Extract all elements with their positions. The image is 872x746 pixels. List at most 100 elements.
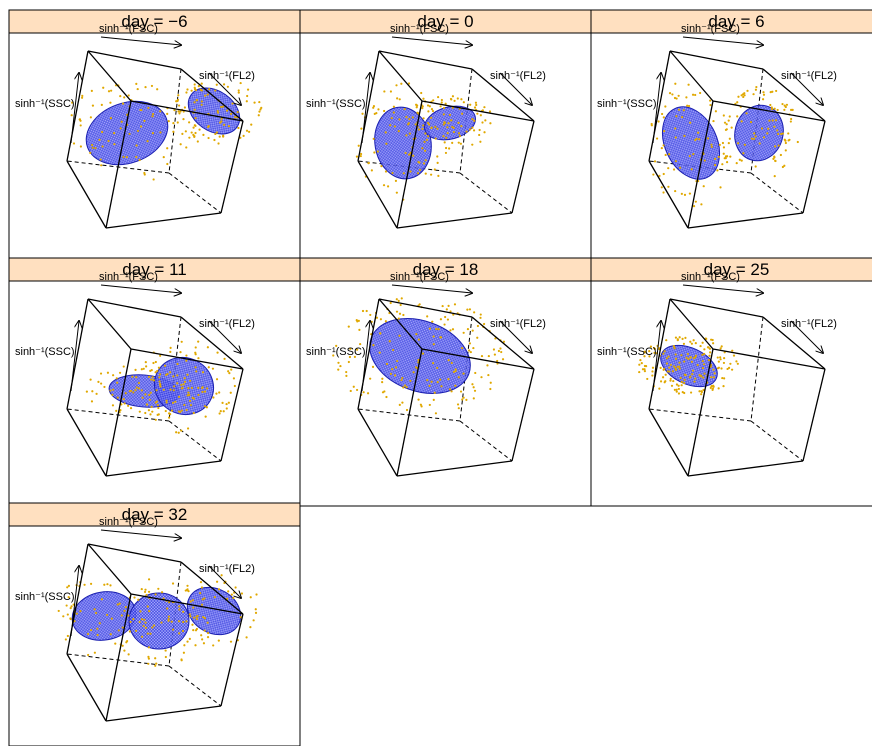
point bbox=[663, 367, 666, 370]
point bbox=[430, 380, 433, 383]
point bbox=[118, 371, 122, 374]
point bbox=[177, 395, 181, 398]
point bbox=[260, 106, 263, 110]
point bbox=[730, 126, 733, 129]
point bbox=[221, 105, 225, 108]
point bbox=[144, 626, 148, 629]
point bbox=[729, 362, 732, 365]
point bbox=[694, 93, 697, 97]
point bbox=[437, 328, 440, 331]
point bbox=[392, 111, 395, 114]
point bbox=[692, 339, 695, 342]
point bbox=[129, 620, 132, 624]
point bbox=[746, 89, 749, 92]
point bbox=[758, 142, 761, 145]
point bbox=[777, 144, 780, 147]
point bbox=[258, 110, 261, 113]
point bbox=[182, 651, 185, 654]
point bbox=[128, 630, 132, 633]
point bbox=[453, 99, 456, 102]
point bbox=[749, 120, 753, 124]
point bbox=[725, 161, 729, 164]
point bbox=[147, 409, 150, 412]
point bbox=[379, 332, 382, 335]
point bbox=[182, 610, 185, 613]
point bbox=[643, 355, 646, 358]
point bbox=[179, 410, 182, 414]
point bbox=[395, 84, 398, 87]
point bbox=[719, 186, 722, 189]
point bbox=[188, 637, 191, 640]
point bbox=[107, 90, 111, 93]
point bbox=[501, 358, 505, 361]
point bbox=[424, 159, 427, 162]
point bbox=[500, 350, 503, 354]
point bbox=[703, 372, 706, 375]
cube-edge bbox=[105, 212, 222, 229]
point bbox=[109, 584, 112, 587]
point bbox=[128, 132, 131, 136]
point bbox=[245, 100, 248, 103]
point bbox=[248, 130, 251, 133]
point bbox=[200, 586, 204, 589]
point bbox=[788, 138, 791, 141]
point bbox=[444, 151, 448, 155]
point bbox=[403, 108, 406, 111]
point bbox=[213, 595, 216, 599]
point bbox=[236, 111, 239, 114]
point bbox=[66, 634, 69, 638]
point bbox=[384, 320, 387, 323]
point bbox=[462, 331, 465, 334]
point bbox=[123, 96, 126, 99]
point bbox=[218, 135, 221, 138]
z-axis-label: sinh⁻¹(SSC) bbox=[597, 346, 657, 358]
point bbox=[160, 621, 163, 624]
point bbox=[152, 379, 155, 382]
point bbox=[142, 624, 145, 628]
point bbox=[151, 115, 154, 118]
point bbox=[716, 169, 719, 172]
z-axis-label: sinh⁻¹(SSC) bbox=[15, 591, 75, 603]
point bbox=[471, 118, 474, 121]
point bbox=[497, 349, 501, 353]
point bbox=[201, 390, 204, 394]
point bbox=[752, 93, 755, 96]
point bbox=[727, 141, 730, 145]
point bbox=[418, 303, 421, 306]
point bbox=[96, 633, 99, 637]
point bbox=[181, 132, 184, 135]
z-axis-label: sinh⁻¹(SSC) bbox=[15, 346, 75, 358]
point bbox=[233, 384, 236, 388]
point bbox=[220, 117, 223, 120]
point bbox=[216, 109, 219, 113]
point bbox=[444, 146, 448, 150]
point bbox=[218, 391, 221, 394]
point bbox=[94, 611, 98, 615]
point bbox=[239, 136, 242, 139]
point bbox=[181, 386, 184, 389]
point bbox=[436, 381, 439, 384]
point bbox=[201, 386, 204, 389]
point bbox=[353, 355, 356, 358]
strip-title: day = 32 bbox=[122, 505, 188, 524]
point bbox=[669, 363, 672, 366]
axis-arrow bbox=[790, 72, 823, 105]
cube-edge bbox=[66, 653, 107, 722]
point bbox=[180, 383, 183, 387]
cube-edge bbox=[687, 212, 804, 229]
point bbox=[348, 355, 352, 359]
point bbox=[215, 131, 218, 134]
point bbox=[460, 98, 463, 101]
cube-edge bbox=[357, 298, 380, 410]
point bbox=[431, 109, 435, 113]
point bbox=[220, 105, 223, 109]
point bbox=[638, 363, 641, 366]
point bbox=[740, 120, 743, 123]
point bbox=[188, 399, 192, 403]
point bbox=[722, 385, 725, 388]
point bbox=[440, 385, 443, 388]
point bbox=[432, 99, 435, 102]
point bbox=[677, 108, 681, 111]
cube-edge bbox=[105, 348, 132, 477]
